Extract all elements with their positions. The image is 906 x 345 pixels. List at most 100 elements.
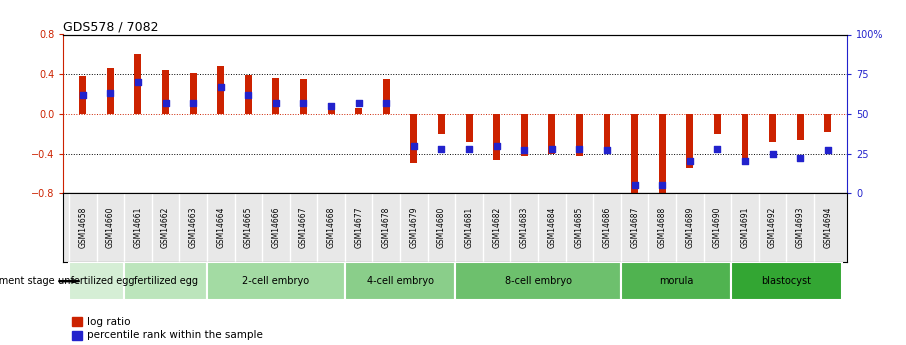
Text: GSM14682: GSM14682 bbox=[492, 207, 501, 248]
Bar bbox=[328, 104, 334, 114]
Bar bbox=[217, 66, 224, 114]
Text: GDS578 / 7082: GDS578 / 7082 bbox=[63, 20, 159, 33]
Text: GSM14660: GSM14660 bbox=[106, 207, 115, 248]
Point bbox=[462, 146, 477, 151]
Bar bbox=[383, 79, 390, 114]
Text: unfertilized egg: unfertilized egg bbox=[58, 276, 135, 286]
Bar bbox=[72, 331, 82, 340]
Point bbox=[627, 183, 641, 188]
Point bbox=[737, 159, 752, 164]
Text: GSM14690: GSM14690 bbox=[713, 207, 722, 248]
FancyBboxPatch shape bbox=[124, 262, 207, 300]
Bar bbox=[741, 114, 748, 164]
FancyBboxPatch shape bbox=[207, 262, 345, 300]
Text: GSM14688: GSM14688 bbox=[658, 207, 667, 248]
FancyBboxPatch shape bbox=[621, 262, 731, 300]
Point bbox=[323, 103, 338, 109]
Bar bbox=[687, 114, 693, 168]
Text: GSM14693: GSM14693 bbox=[795, 207, 805, 248]
Point bbox=[489, 143, 504, 148]
Text: GSM14658: GSM14658 bbox=[78, 207, 87, 248]
Point bbox=[214, 84, 228, 90]
Point bbox=[682, 159, 697, 164]
Point bbox=[379, 100, 393, 106]
FancyBboxPatch shape bbox=[69, 262, 124, 300]
Point bbox=[793, 156, 807, 161]
Text: GSM14665: GSM14665 bbox=[244, 207, 253, 248]
Text: GSM14663: GSM14663 bbox=[188, 207, 198, 248]
Text: GSM14667: GSM14667 bbox=[299, 207, 308, 248]
Point bbox=[296, 100, 311, 106]
Text: GSM14678: GSM14678 bbox=[381, 207, 390, 248]
Bar bbox=[466, 114, 473, 141]
Bar bbox=[355, 108, 362, 114]
Bar bbox=[493, 114, 500, 160]
Text: GSM14684: GSM14684 bbox=[547, 207, 556, 248]
Text: GSM14681: GSM14681 bbox=[465, 207, 474, 248]
FancyBboxPatch shape bbox=[345, 262, 456, 300]
Bar bbox=[548, 114, 555, 154]
Point bbox=[407, 143, 421, 148]
Bar bbox=[631, 114, 638, 195]
Bar bbox=[162, 70, 169, 114]
Text: percentile rank within the sample: percentile rank within the sample bbox=[87, 331, 263, 341]
Text: GSM14687: GSM14687 bbox=[631, 207, 639, 248]
Bar bbox=[245, 75, 252, 114]
FancyBboxPatch shape bbox=[456, 262, 621, 300]
Text: GSM14691: GSM14691 bbox=[740, 207, 749, 248]
Bar bbox=[438, 114, 445, 134]
Bar bbox=[300, 79, 307, 114]
Point bbox=[545, 146, 559, 151]
Point bbox=[269, 100, 284, 106]
Text: GSM14677: GSM14677 bbox=[354, 207, 363, 248]
Bar bbox=[273, 78, 279, 114]
Text: GSM14679: GSM14679 bbox=[410, 207, 419, 248]
Bar bbox=[72, 317, 82, 326]
Point bbox=[517, 148, 532, 153]
Text: GSM14664: GSM14664 bbox=[217, 207, 226, 248]
Text: GSM14689: GSM14689 bbox=[685, 207, 694, 248]
Text: blastocyst: blastocyst bbox=[761, 276, 812, 286]
Text: GSM14686: GSM14686 bbox=[602, 207, 612, 248]
Text: GSM14668: GSM14668 bbox=[326, 207, 335, 248]
Bar bbox=[603, 114, 611, 151]
Point bbox=[821, 148, 835, 153]
Text: log ratio: log ratio bbox=[87, 317, 130, 327]
Point bbox=[710, 146, 725, 151]
FancyBboxPatch shape bbox=[731, 262, 842, 300]
Bar bbox=[107, 68, 114, 114]
Bar bbox=[410, 114, 418, 164]
Bar bbox=[189, 73, 197, 114]
Point bbox=[600, 148, 614, 153]
Bar bbox=[80, 76, 86, 114]
Text: GSM14685: GSM14685 bbox=[575, 207, 584, 248]
Point bbox=[186, 100, 200, 106]
Bar bbox=[769, 114, 776, 141]
Bar bbox=[576, 114, 583, 156]
Bar bbox=[521, 114, 527, 156]
Text: 2-cell embryo: 2-cell embryo bbox=[242, 276, 310, 286]
Point bbox=[766, 151, 780, 156]
Text: GSM14666: GSM14666 bbox=[272, 207, 280, 248]
Point bbox=[241, 92, 255, 98]
Bar bbox=[134, 54, 141, 114]
Text: GSM14680: GSM14680 bbox=[437, 207, 446, 248]
Bar bbox=[714, 114, 721, 134]
Point bbox=[75, 92, 90, 98]
Text: fertilized egg: fertilized egg bbox=[133, 276, 198, 286]
Bar bbox=[659, 114, 666, 195]
Text: morula: morula bbox=[659, 276, 693, 286]
Text: GSM14662: GSM14662 bbox=[161, 207, 170, 248]
Point bbox=[352, 100, 366, 106]
Text: GSM14692: GSM14692 bbox=[768, 207, 777, 248]
Point bbox=[655, 183, 670, 188]
Point bbox=[159, 100, 173, 106]
Point bbox=[573, 146, 587, 151]
Point bbox=[130, 79, 145, 85]
Point bbox=[103, 90, 118, 96]
Text: 4-cell embryo: 4-cell embryo bbox=[367, 276, 434, 286]
Text: GSM14694: GSM14694 bbox=[824, 207, 833, 248]
Text: development stage: development stage bbox=[0, 276, 54, 286]
Bar bbox=[796, 114, 804, 140]
Bar bbox=[824, 114, 831, 132]
